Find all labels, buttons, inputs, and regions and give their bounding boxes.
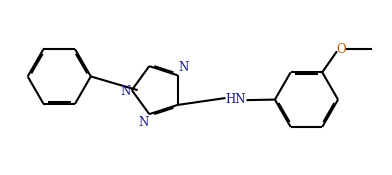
Text: N: N: [138, 116, 148, 129]
Text: O: O: [336, 43, 346, 56]
Text: N: N: [120, 85, 130, 98]
Text: N: N: [178, 61, 189, 74]
Text: HN: HN: [226, 93, 246, 106]
